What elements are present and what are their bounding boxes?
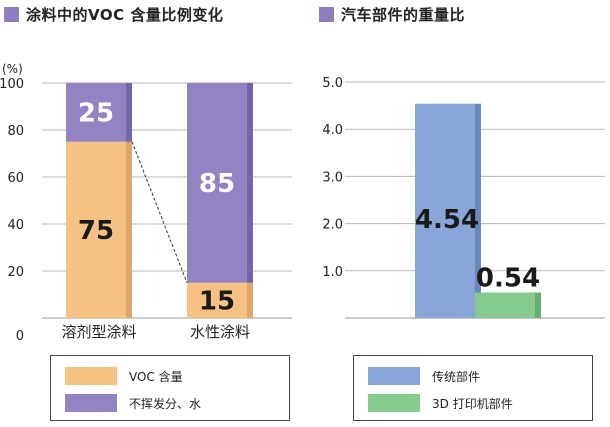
voc-chart-title-row: 涂料中的VOC 含量比例变化 [4, 4, 223, 24]
voc-stacked-bar-chart: 0 20 40 60 80 100 75 25 溶剂型涂料 15 85 水性涂料 [0, 77, 292, 344]
legend-label-voc: VOC 含量 [129, 369, 183, 384]
bar-data-label: 0.54 [476, 264, 540, 294]
bar-voc [187, 282, 247, 318]
y-tick-label: 1.0 [322, 265, 343, 280]
y-axis-unit: (%) [2, 62, 23, 76]
bar-data-label: 85 [199, 169, 235, 199]
y-tick-label: 3.0 [322, 170, 343, 185]
y-tick-label: 80 [7, 124, 24, 139]
bar-side-shade [247, 282, 253, 318]
bar-nonvolatile [187, 83, 247, 283]
voc-legend: VOC 含量 不挥发分、水 [50, 355, 290, 421]
legend-item-voc: VOC 含量 [65, 366, 183, 386]
bar-data-label: 4.54 [415, 205, 479, 235]
title-marker-icon [319, 6, 334, 22]
y-tick-label: 5.0 [322, 76, 343, 91]
bar-conventional [415, 103, 475, 318]
legend-label-conventional: 传统部件 [432, 369, 481, 384]
weight-chart-title: 汽车部件的重量比 [341, 5, 466, 24]
legend-swatch-voc [65, 367, 117, 385]
voc-chart-panel: 涂料中的VOC 含量比例变化 (%) 0 20 40 60 80 100 75 25 溶剂型涂料… [0, 0, 300, 427]
bar-nonvolatile [66, 83, 126, 142]
y-tick-label: 100 [0, 77, 24, 92]
title-marker-icon [4, 6, 19, 22]
x-category-label: 溶剂型涂料 [61, 323, 136, 341]
bar-side-shade [126, 141, 132, 318]
y-tick-label: 60 [7, 171, 24, 186]
weight-chart-panel: 汽车部件的重量比 1.0 2.0 3.0 4.0 5.0 4.54 0.54 传统部件 3D… [305, 0, 610, 427]
legend-item-nonvolatile: 不挥发分、水 [65, 393, 201, 413]
voc-chart-title: 涂料中的VOC 含量比例变化 [26, 5, 224, 24]
weight-bar-chart: 1.0 2.0 3.0 4.0 5.0 4.54 0.54 [322, 76, 605, 319]
legend-swatch-conventional [368, 367, 420, 385]
weight-chart-title-row: 汽车部件的重量比 [319, 4, 465, 24]
x-category-label: 水性涂料 [190, 323, 250, 341]
y-tick-label: 2.0 [322, 218, 343, 233]
y-tick-label: 0 [16, 329, 24, 344]
bar-side-shade [535, 292, 541, 318]
legend-label-nonvolatile: 不挥发分、水 [129, 396, 202, 411]
trend-connector-line [131, 141, 188, 283]
y-tick-label: 40 [7, 218, 24, 233]
weight-legend: 传统部件 3D 打印机部件 [353, 355, 593, 421]
legend-swatch-nonvolatile [65, 394, 117, 412]
y-tick-label: 4.0 [322, 123, 343, 138]
bar-side-shade [247, 83, 253, 283]
bar-printed [475, 292, 535, 318]
y-tick-label: 20 [7, 265, 24, 280]
bar-side-shade [475, 103, 481, 318]
bar-data-label: 15 [199, 287, 235, 317]
legend-item-printed: 3D 打印机部件 [368, 393, 513, 413]
bar-data-label: 75 [78, 216, 114, 246]
bar-voc [66, 141, 126, 318]
legend-swatch-printed [368, 394, 420, 412]
bar-side-shade [126, 83, 132, 142]
legend-item-conventional: 传统部件 [368, 366, 480, 386]
legend-label-printed: 3D 打印机部件 [432, 396, 513, 411]
bar-data-label: 25 [78, 99, 114, 129]
